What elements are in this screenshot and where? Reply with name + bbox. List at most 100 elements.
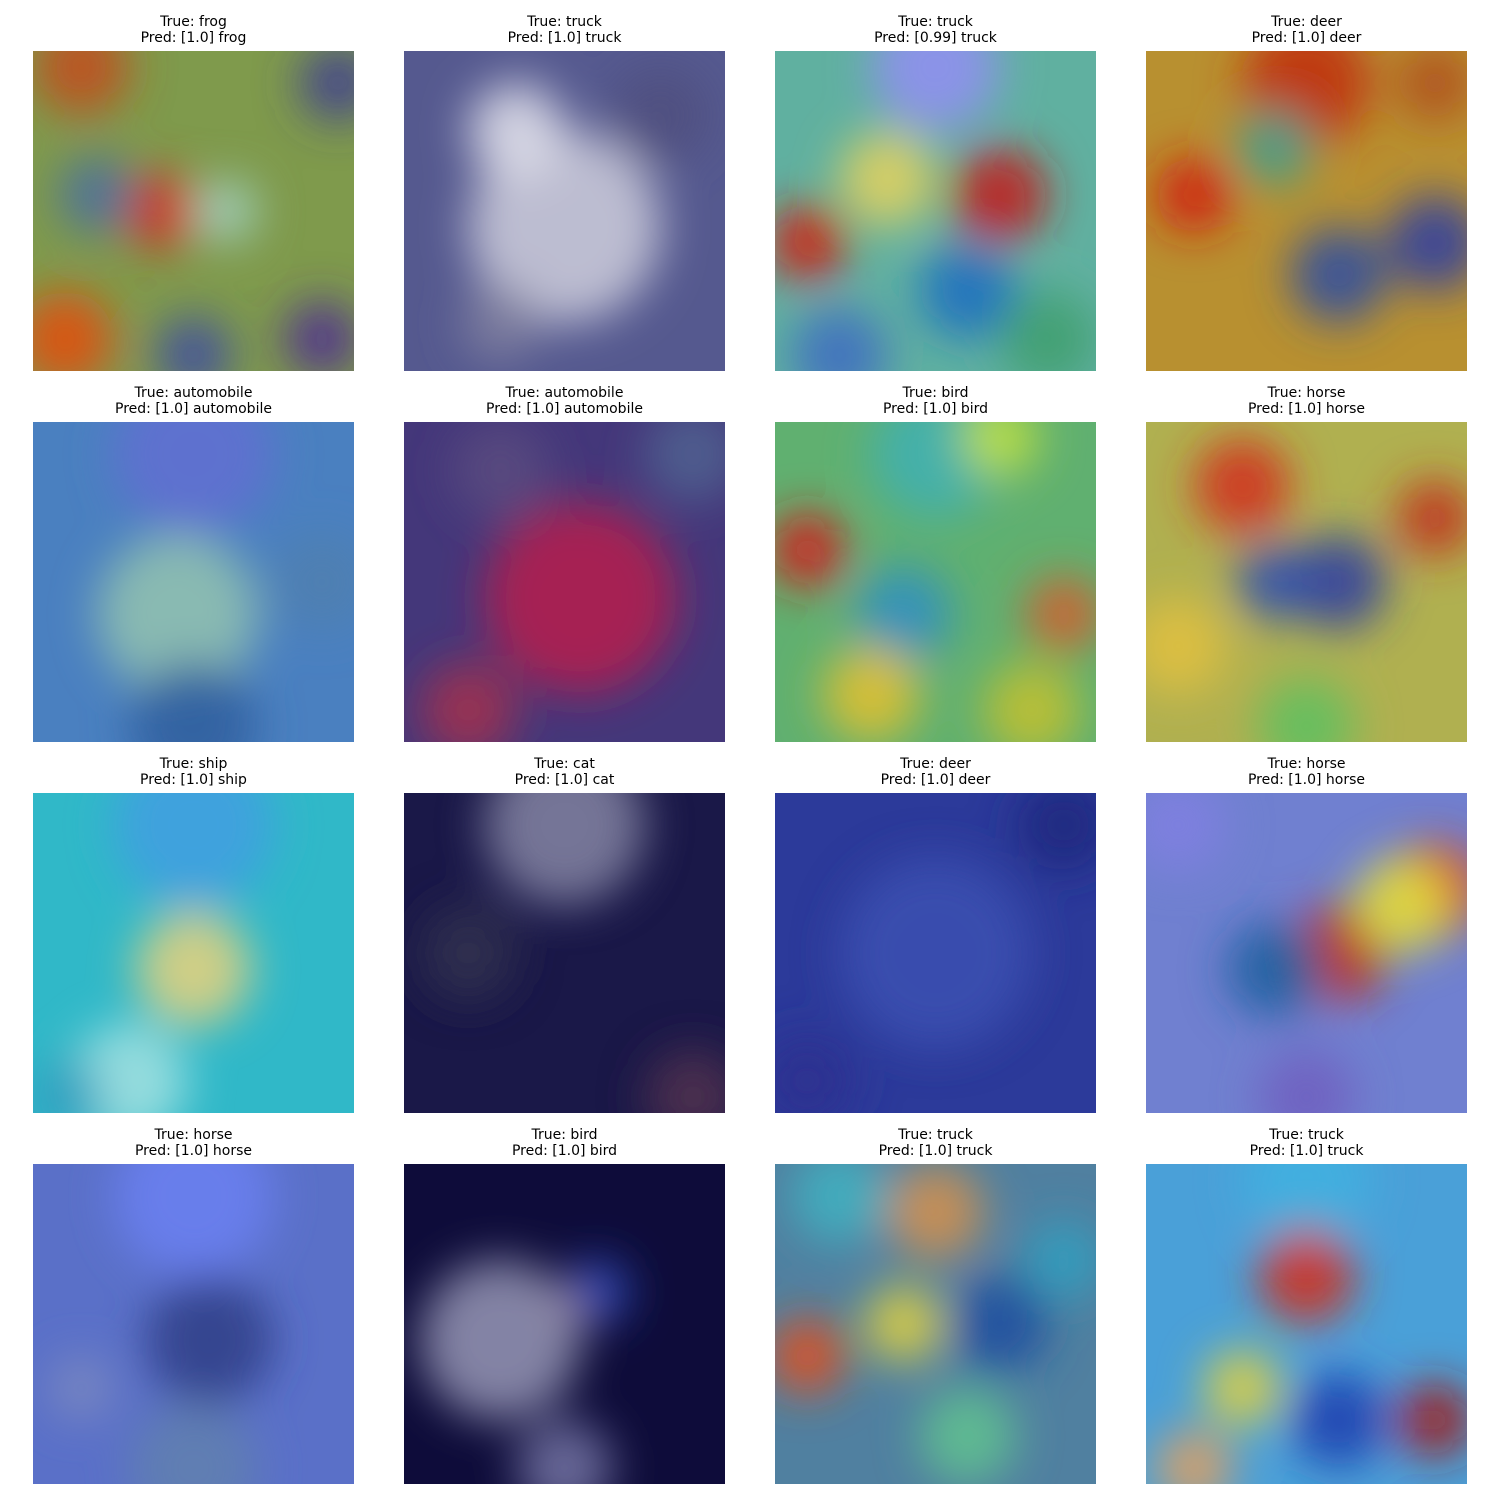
image-blob [1155,156,1233,234]
image-blob [919,1388,1016,1484]
image-blob [468,83,565,179]
true-label: True: horse [1266,756,1345,772]
pred-label: Pred: [1.0] ship [140,772,247,788]
image-blob [951,1276,1048,1372]
image-blob [961,422,1039,477]
heatmap-image [775,1164,1096,1484]
true-label: True: bird [901,385,968,401]
image-blob [1242,1164,1371,1244]
heatmap-image [33,422,354,742]
image-blobs [420,422,725,742]
image-blob [33,51,130,115]
image-blob [1146,793,1227,873]
heatmap-image [33,1164,354,1484]
image-blob [775,1317,846,1395]
image-blob [113,422,274,534]
heatmap-image [33,51,354,371]
image-blob [135,911,252,1027]
pred-label: Pred: [1.0] truck [508,30,623,46]
image-blob [299,51,354,122]
pred-label: Pred: [1.0] automobile [115,401,272,417]
pred-label: Pred: [1.0] horse [135,1143,252,1159]
image-blobs [1146,793,1467,1113]
image-blob [951,147,1048,243]
true-label: True: ship [159,756,228,772]
heatmap-image [404,51,725,371]
pred-label: Pred: [1.0] cat [515,772,615,788]
image-blob [452,422,549,518]
image-blob [999,291,1096,371]
image-blobs [1155,51,1467,323]
image-blob [122,172,200,250]
image-blob [1290,534,1387,630]
pred-label: Pred: [1.0] deer [1252,30,1362,46]
pred-label: Pred: [1.0] truck [879,1143,994,1159]
image-blob [461,284,539,362]
heatmap-image [33,793,354,1113]
image-blob [129,1404,258,1484]
image-blob [1235,108,1313,186]
image-blob [1025,1221,1096,1299]
image-blob [1354,857,1451,953]
heatmap-image [775,422,1096,742]
image-blob [1025,575,1096,653]
pred-label: Pred: [1.0] automobile [486,401,643,417]
image-blob [855,566,952,662]
image-blob [791,1164,888,1244]
image-blob [1194,438,1291,534]
image-blobs [49,1164,274,1484]
true-label: True: horse [1266,385,1345,401]
pred-label: Pred: [1.0] bird [512,1143,617,1159]
image-blob [1396,51,1467,122]
image-blob [33,291,114,371]
image-blob [1258,1049,1355,1113]
image-blobs [420,793,725,1113]
image-blob [420,662,517,742]
image-blob [484,793,645,905]
image-blob [775,204,846,282]
image-blob [919,243,1016,339]
image-blobs [33,51,354,371]
true-label: True: bird [530,1127,597,1143]
image-blob [839,131,936,227]
image-blob [1258,1228,1355,1324]
pred-label: Pred: [1.0] horse [1248,772,1365,788]
image-blob [823,646,920,742]
image-blob [1396,479,1467,557]
image-blob [983,662,1080,742]
pred-label: Pred: [1.0] bird [883,401,988,417]
image-blob [871,51,1000,131]
image-blob [1290,1372,1387,1468]
image-blobs [33,793,274,1113]
image-blob [1015,793,1096,873]
heatmap-image [404,422,725,742]
image-blob [1235,543,1313,621]
true-label: True: truck [897,1127,974,1143]
pred-label: Pred: [1.0] deer [881,772,991,788]
image-blob [113,1164,274,1276]
image-blobs [420,1260,629,1484]
image-blob [775,511,846,589]
image-blob [113,793,274,905]
pred-label: Pred: [1.0] horse [1248,401,1365,417]
image-blob [1155,1429,1233,1484]
image-blob [775,1033,856,1113]
true-label: True: truck [897,14,974,30]
true-label: True: frog [159,14,227,30]
image-blob [887,1164,984,1260]
image-blob [468,131,661,323]
image-blob [33,1058,104,1113]
image-blob [58,156,136,234]
pred-label: Pred: [1.0] truck [1250,1143,1365,1159]
image-blob [97,534,258,694]
image-blob [839,857,1032,1049]
